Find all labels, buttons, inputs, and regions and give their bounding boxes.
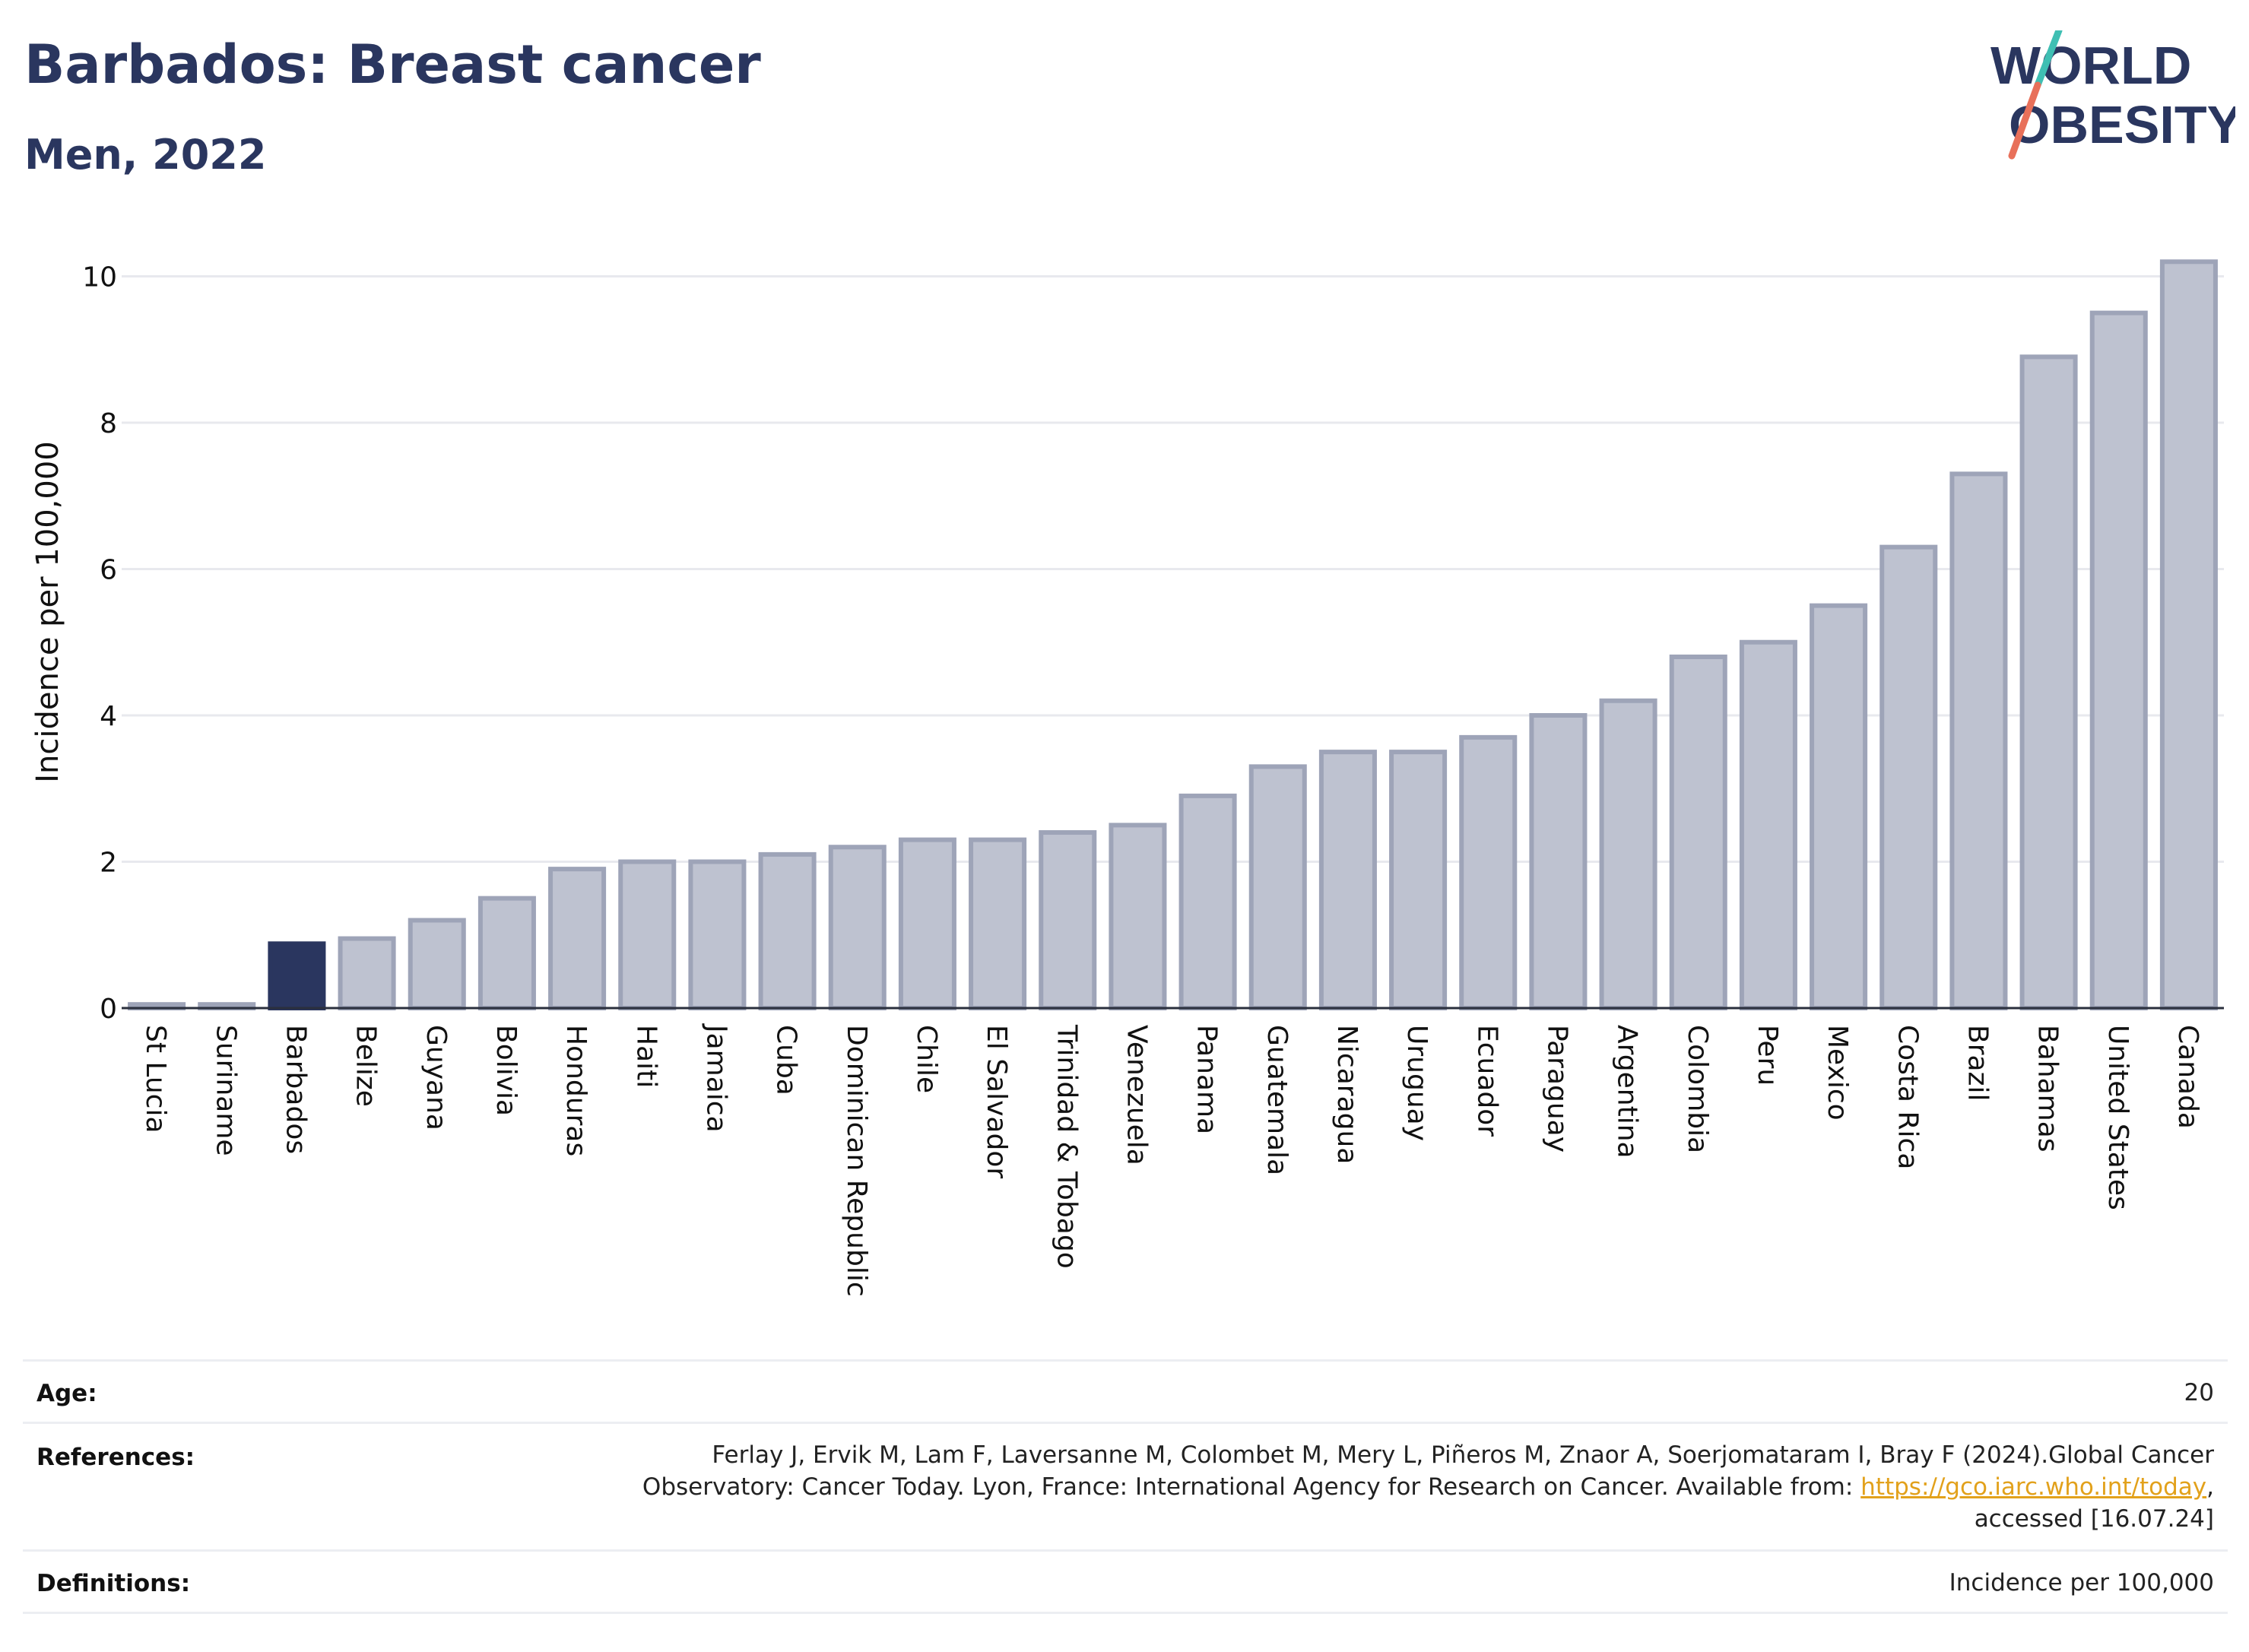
x-tick-label: Haiti [630, 1025, 661, 1088]
x-tick-label: Ecuador [1471, 1025, 1502, 1137]
x-tick-label: Nicaragua [1331, 1025, 1362, 1164]
x-tick-label: Guyana [420, 1025, 452, 1130]
references-line-2-text: Observatory: Cancer Today. Lyon, France:… [642, 1473, 1861, 1501]
age-label: Age: [36, 1380, 97, 1407]
x-tick-label: Costa Rica [1892, 1025, 1923, 1169]
page-subtitle: Men, 2022 [24, 131, 267, 179]
x-tick-label: Colombia [1682, 1025, 1713, 1153]
bars [128, 259, 2218, 1011]
bar-jamaica [688, 859, 747, 1010]
x-tick-label: Canada [2172, 1025, 2203, 1129]
bar-guyana [408, 918, 466, 1010]
svg-text:WORLD: WORLD [1990, 36, 2191, 95]
bar-trinidad-tobago [1039, 830, 1097, 1010]
world-obesity-logo: WORLD OBESITY [1990, 30, 2235, 160]
bar-dominican-republic [828, 845, 887, 1010]
x-tick-label: Dominican Republic [841, 1025, 872, 1297]
references-value: Ferlay J, Ervik M, Lam F, Laversanne M, … [642, 1439, 2214, 1535]
x-tick-label: Bolivia [490, 1025, 522, 1116]
y-tick-label: 4 [100, 701, 117, 732]
y-tick-label: 2 [100, 848, 117, 879]
x-tick-label: Jamaica [700, 1023, 731, 1133]
age-value: 20 [2184, 1379, 2214, 1406]
x-tick-label: Paraguay [1541, 1025, 1572, 1153]
definitions-label: Definitions: [36, 1570, 191, 1597]
logo-slash-bottom [2008, 81, 2041, 160]
bar-mexico [1810, 603, 1868, 1010]
bar-uruguay [1389, 750, 1448, 1010]
references-line-1: Ferlay J, Ervik M, Lam F, Laversanne M, … [712, 1441, 2214, 1469]
references-label: References: [36, 1444, 195, 1471]
bar-bolivia [477, 896, 536, 1010]
definitions-value: Incidence per 100,000 [1949, 1569, 2214, 1597]
bar-panama [1178, 793, 1237, 1010]
bar-paraguay [1529, 713, 1588, 1010]
page-title: Barbados: Breast cancer [24, 33, 761, 96]
y-tick-label: 10 [82, 262, 117, 293]
x-tick-label: United States [2102, 1025, 2133, 1210]
bar-belize [338, 936, 396, 1010]
y-tick-label: 8 [100, 408, 117, 439]
references-line-3: accessed [16.07.24] [1974, 1505, 2214, 1533]
x-tick-label: Venezuela [1121, 1025, 1152, 1165]
x-tick-label: Mexico [1822, 1025, 1853, 1121]
logo-slash-top [2034, 30, 2063, 89]
bar-bahamas [2019, 354, 2078, 1010]
references-line-2-end: , [2206, 1473, 2214, 1501]
svg-text:OBESITY: OBESITY [2009, 95, 2235, 154]
x-tick-label: St Lucia [140, 1025, 171, 1134]
x-tick-labels: St Lucia Suriname Barbados Belize Guyana Boli… [140, 1023, 2203, 1297]
bar-cuba [758, 851, 817, 1010]
bar-haiti [618, 859, 677, 1010]
bar-brazil [1949, 471, 2008, 1010]
x-tick-label: Guatemala [1261, 1025, 1293, 1175]
y-tick-label: 0 [100, 994, 117, 1025]
x-tick-label: Suriname [210, 1025, 241, 1156]
x-tick-label: Barbados [280, 1025, 311, 1154]
bar-united-states [2089, 310, 2148, 1010]
x-tick-label: El Salvador [981, 1025, 1012, 1178]
bar-costa-rica [1879, 544, 1938, 1010]
bar-el-salvador [969, 837, 1027, 1010]
x-tick-label: Bahamas [2032, 1025, 2063, 1153]
meta-bottom-border [23, 1612, 2228, 1614]
bar-peru [1739, 639, 1797, 1010]
x-tick-label: Uruguay [1401, 1025, 1432, 1141]
meta-row-age: Age: 20 [23, 1359, 2228, 1424]
y-axis-label: Incidence per 100,000 [30, 441, 65, 783]
bar-honduras [548, 867, 607, 1010]
x-tick-label: Peru [1752, 1025, 1783, 1086]
references-link[interactable]: https://gco.iarc.who.int/today [1860, 1473, 2207, 1501]
references-line-2: Observatory: Cancer Today. Lyon, France:… [642, 1471, 2214, 1503]
x-tick-label: Belize [351, 1025, 382, 1107]
x-tick-label: Argentina [1612, 1025, 1643, 1159]
bar-chart: 0 2 4 6 8 10 St Lucia Suriname Barbados Belize Gu… [30, 259, 2224, 1297]
grid-lines [122, 275, 2224, 863]
meta-row-definitions: Definitions: Incidence per 100,000 [23, 1549, 2228, 1614]
y-tick-label: 6 [100, 555, 117, 586]
bar-venezuela [1109, 823, 1167, 1010]
x-tick-label: Brazil [1962, 1025, 1993, 1101]
bar-canada [2159, 259, 2218, 1010]
x-tick-label: Panama [1191, 1025, 1223, 1134]
bar-colombia [1669, 655, 1727, 1010]
bar-argentina [1599, 698, 1657, 1010]
y-tick-labels: 0 2 4 6 8 10 [82, 262, 117, 1026]
bar-nicaragua [1318, 750, 1377, 1010]
meta-row-references: References: Ferlay J, Ervik M, Lam F, La… [23, 1422, 2228, 1552]
x-tick-label: Trinidad & Tobago [1051, 1024, 1082, 1269]
x-tick-label: Honduras [560, 1025, 592, 1156]
x-tick-label: Chile [911, 1025, 942, 1093]
bar-chile [898, 837, 956, 1010]
bar-barbados [268, 941, 326, 1011]
x-tick-label: Cuba [771, 1025, 802, 1096]
bar-guatemala [1248, 764, 1307, 1010]
bar-ecuador [1459, 734, 1518, 1010]
